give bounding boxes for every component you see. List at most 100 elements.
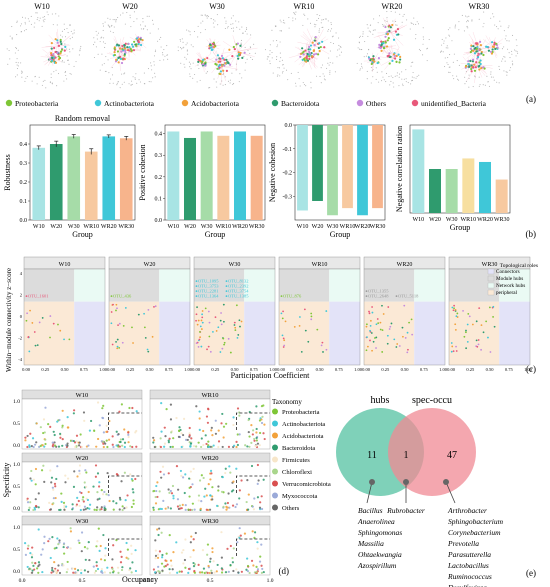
zipi-point — [325, 310, 328, 312]
network-node — [110, 78, 112, 80]
network-edge — [476, 56, 482, 66]
network-node — [463, 30, 465, 32]
network-node — [504, 60, 506, 62]
network-node — [124, 51, 127, 54]
network-node — [465, 80, 467, 83]
network-node — [44, 18, 46, 20]
occupancy-point — [84, 558, 87, 561]
network-node — [216, 14, 218, 16]
occupancy-strip-label: WR20 — [202, 455, 219, 462]
network-node — [122, 57, 125, 60]
network-node — [63, 49, 66, 52]
occupancy-point — [195, 405, 198, 408]
occupancy-point — [247, 508, 250, 511]
network-edge — [390, 32, 404, 46]
network-node — [246, 28, 248, 30]
network-node — [324, 79, 326, 81]
occupancy-point — [246, 445, 249, 448]
hub-point — [225, 285, 228, 288]
occupancy-point — [154, 554, 158, 557]
bar — [412, 129, 425, 213]
network-node — [492, 76, 494, 78]
network-node — [503, 70, 505, 72]
zipi-point — [147, 350, 150, 353]
network-node — [246, 33, 248, 35]
network-node — [502, 58, 504, 60]
occupancy-point — [57, 542, 60, 546]
occupancy-point — [253, 497, 256, 500]
network-node — [61, 30, 63, 32]
network-node — [93, 37, 95, 39]
x-tick-label: W20 — [50, 224, 62, 230]
zipi-point — [207, 345, 210, 348]
occupancy-point — [59, 508, 62, 512]
occupancy-point — [112, 445, 115, 449]
occupancy-point — [178, 570, 181, 573]
network-node — [20, 30, 23, 33]
network-node — [79, 50, 81, 52]
occupancy-point — [112, 508, 115, 511]
occupancy-legend-label: Proteobacteria — [282, 409, 320, 416]
occupancy-point — [226, 547, 229, 550]
network-node — [192, 62, 194, 64]
zipi-x-tick: 0.50 — [146, 367, 155, 372]
network-node — [224, 62, 227, 65]
network-node — [383, 24, 385, 26]
occupancy-point — [131, 445, 134, 449]
network-node — [382, 76, 384, 78]
occupancy-point — [158, 527, 161, 530]
y-axis-label: Robustness — [3, 154, 12, 190]
network-node — [422, 54, 424, 56]
x-tick-label: W30 — [201, 224, 213, 230]
network-node — [230, 17, 232, 19]
occupancy-point — [87, 444, 90, 447]
occupancy-point — [169, 418, 173, 421]
legend-swatch-unidentified_bacteria — [411, 99, 419, 107]
network-node — [149, 32, 151, 34]
network-node — [511, 34, 514, 37]
occupancy-point — [108, 499, 111, 503]
occupancy-point — [118, 508, 121, 511]
occupancy-point — [190, 437, 193, 440]
occupancy-point — [88, 558, 91, 562]
network-node — [326, 67, 328, 69]
network-node — [156, 40, 159, 42]
occupancy-point — [134, 569, 138, 573]
occupancy-point — [255, 431, 258, 434]
network-node — [64, 43, 66, 45]
network-node — [361, 65, 363, 67]
network-node — [464, 83, 466, 85]
zipi-point — [366, 336, 368, 339]
network-node — [69, 51, 71, 53]
network-node — [500, 25, 502, 27]
network-title: W30 — [209, 2, 225, 11]
zipi-point — [465, 347, 468, 350]
bar — [67, 136, 81, 220]
zipi-point — [221, 347, 224, 350]
network-node — [243, 51, 246, 54]
network-node — [422, 38, 425, 40]
occupancy-point — [250, 464, 254, 468]
network-node — [235, 20, 237, 22]
network-node — [50, 73, 52, 75]
network-node — [97, 32, 100, 34]
occupancy-point — [33, 568, 36, 571]
network-node — [517, 52, 519, 54]
zipi-point — [29, 309, 31, 312]
network-node — [504, 38, 506, 40]
occupancy-point — [66, 560, 69, 564]
occupancy-point — [104, 554, 107, 557]
zipi-point — [49, 336, 51, 339]
occupancy-point — [83, 505, 87, 508]
network-node — [253, 43, 255, 45]
occupancy-point — [52, 443, 55, 446]
network-node — [478, 61, 481, 64]
network-node — [476, 55, 480, 59]
network-node — [242, 32, 244, 34]
network-node — [511, 60, 513, 62]
network-node — [16, 34, 18, 36]
occupancy-point — [232, 423, 235, 427]
network-node — [16, 74, 18, 76]
network-title: WR20 — [382, 2, 403, 11]
